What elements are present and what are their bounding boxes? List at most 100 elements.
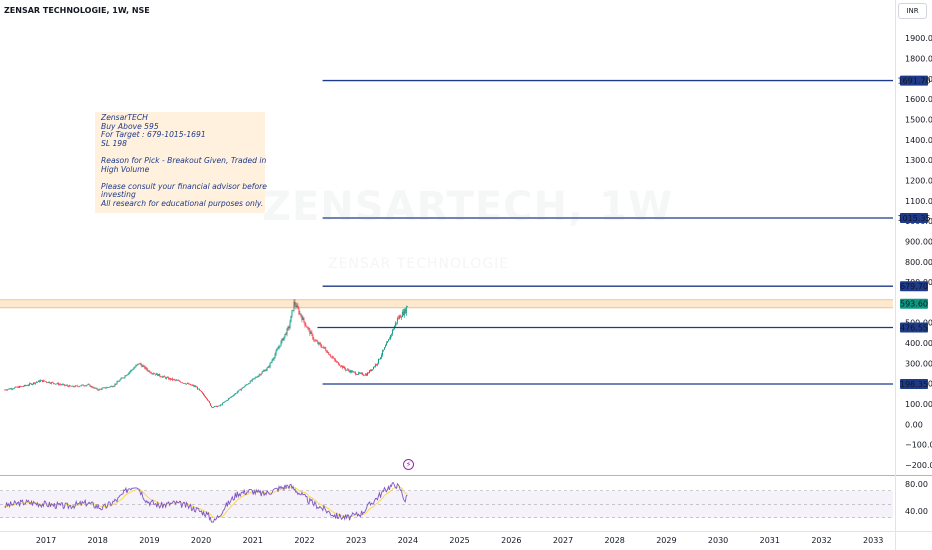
candle-body (164, 376, 166, 378)
time-tick-label: 2020 (191, 536, 211, 545)
candle-body (7, 389, 9, 391)
candle-body (271, 360, 273, 363)
candle-body (16, 386, 18, 388)
candle-body (304, 321, 306, 326)
candle-body (128, 372, 130, 375)
candle-body (364, 375, 366, 376)
candle-body (234, 393, 236, 395)
candle-body (228, 397, 230, 399)
candle-body (55, 383, 57, 385)
watermark-company: ZENSAR TECHNOLOGIE (328, 256, 510, 272)
candle-body (89, 384, 91, 387)
candle-body (373, 366, 374, 370)
candle-body (202, 392, 203, 394)
candle-body (315, 340, 317, 342)
price-tick-label: 0.00 (905, 420, 923, 429)
note-line: Please consult your financial advisor be… (101, 181, 267, 191)
text-note[interactable]: ZensarTECH Buy Above 595 For Target : 67… (95, 112, 267, 213)
candle-body (324, 346, 326, 349)
candle-body (118, 381, 120, 382)
candle-body (44, 381, 46, 382)
level-price-label: 1015.35 (897, 214, 930, 223)
candle-body (203, 393, 204, 395)
price-tick-label: 1400.00 (905, 136, 932, 145)
candle-body (292, 310, 294, 311)
level-price-badge (900, 379, 928, 390)
candle-body (239, 389, 241, 391)
candle-body (360, 372, 362, 374)
candle-body (311, 332, 313, 335)
candle-body (348, 369, 350, 371)
candle-body (281, 338, 283, 342)
candle-body (112, 386, 114, 388)
currency-button[interactable]: INR (898, 3, 927, 19)
candle-body (273, 357, 275, 360)
candle-body (387, 339, 389, 342)
candle-body (379, 358, 380, 360)
candle-body (105, 387, 107, 389)
candle-body (111, 386, 113, 387)
rsi-tick-label: 80.00 (905, 480, 928, 489)
candle-body (82, 384, 84, 386)
candle-body (221, 403, 223, 405)
candle-body (71, 385, 73, 387)
time-tick-label: 2021 (243, 536, 263, 545)
candle-body (268, 366, 270, 368)
candle-body (63, 384, 65, 386)
candle-body (335, 359, 337, 362)
candle-body (186, 383, 188, 385)
candle-body (121, 377, 123, 379)
candle-body (138, 363, 140, 365)
candle-body (201, 391, 202, 393)
current-price-badge (900, 298, 928, 309)
candle-body (43, 380, 45, 382)
candle-body (108, 387, 110, 388)
candle-body (254, 377, 256, 379)
candle-body (218, 405, 220, 407)
candle-body (263, 370, 265, 372)
candle-body (231, 395, 233, 397)
candle-body (351, 370, 353, 373)
price-tick-label: 1900.00 (905, 34, 932, 43)
candle-body (301, 316, 303, 320)
candle-body (86, 384, 88, 386)
candle-body (222, 402, 224, 404)
candle-body (25, 385, 26, 386)
candle-body (120, 378, 122, 380)
candle-body (340, 365, 342, 367)
candle-body (219, 404, 221, 406)
candle-body (113, 385, 115, 387)
candle-body (376, 364, 377, 366)
candle-body (60, 384, 62, 386)
candle-body (322, 347, 324, 348)
candle-body (253, 378, 255, 379)
candle-body (76, 385, 78, 387)
candle-body (293, 301, 295, 311)
candle-body (58, 384, 60, 385)
candle-body (404, 309, 406, 314)
candle-body (159, 374, 161, 377)
time-tick-label: 2018 (88, 536, 108, 545)
candle-body (79, 385, 81, 387)
candle-body (94, 387, 96, 389)
candle-body (157, 373, 159, 376)
candle-body (72, 385, 74, 387)
candle-body (29, 383, 30, 386)
dividend-event-icon[interactable]: ⚡ (403, 459, 414, 470)
candle-body (22, 386, 23, 387)
candle-body (96, 388, 98, 390)
candle-body (56, 383, 58, 384)
candle-body (208, 400, 209, 402)
candle-body (122, 377, 124, 379)
candle-body (117, 381, 119, 383)
time-tick-label: 2024 (398, 536, 418, 545)
candle-body (168, 377, 170, 380)
candle-body (259, 374, 261, 376)
candle-body (103, 387, 105, 389)
candle-body (321, 346, 323, 348)
candle-body (24, 385, 25, 387)
candle-body (6, 389, 8, 391)
candle-body (109, 386, 111, 388)
candle-body (338, 362, 340, 365)
